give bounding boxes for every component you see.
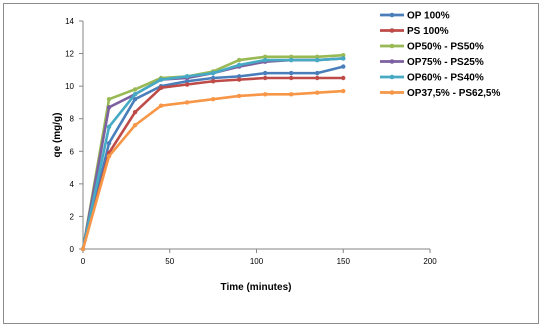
data-point: [184, 100, 190, 105]
data-point: [210, 96, 216, 102]
y-tick-label: 6: [70, 147, 75, 156]
y-axis-title: qe (mg/g): [52, 113, 63, 158]
data-point: [262, 54, 268, 60]
legend-label: OP50% - PS50%: [407, 42, 484, 53]
data-point: [132, 92, 138, 97]
legend-label: OP75% - PS25%: [407, 57, 484, 68]
data-point: [210, 75, 216, 81]
data-point: [315, 54, 320, 60]
data-point: [262, 57, 268, 63]
x-tick-label: 150: [337, 257, 351, 266]
data-point: [341, 88, 346, 94]
data-point: [315, 57, 320, 63]
y-tick-label: 10: [65, 82, 74, 91]
series-layer: [80, 53, 346, 252]
legend: OP 100% PS 100% OP50% - PS50% OP75% - PS25%…: [380, 11, 500, 99]
data-point: [132, 110, 138, 115]
data-point: [315, 70, 320, 76]
legend-item: OP 100%: [380, 11, 450, 22]
legend-marker: [389, 90, 395, 95]
data-point: [236, 74, 242, 79]
legend-item: OP75% - PS25%: [380, 57, 484, 68]
x-tick-label: 200: [423, 257, 437, 266]
legend-marker: [389, 59, 395, 64]
legend-marker: [389, 28, 395, 33]
data-point: [132, 96, 138, 102]
data-point: [106, 105, 112, 110]
y-tick-label: 8: [70, 115, 75, 124]
x-tick-label: 50: [165, 257, 174, 266]
y-tick-label: 0: [70, 245, 75, 254]
series-line: [81, 89, 344, 250]
data-point: [236, 77, 242, 82]
series-line: [81, 57, 344, 250]
data-point: [289, 54, 294, 60]
data-point: [158, 103, 164, 108]
data-point: [289, 57, 294, 63]
data-point: [106, 124, 112, 130]
x-tick-label: 100: [250, 257, 264, 266]
data-point: [132, 123, 138, 128]
legend-item: PS 100%: [380, 26, 449, 37]
y-tick-label: 4: [70, 180, 75, 189]
data-point: [236, 93, 242, 99]
axes: 0 50 100 150 200 0 2 4 6 8 10 12 14: [65, 17, 437, 266]
data-point: [262, 92, 268, 97]
series-line: [81, 57, 344, 250]
legend-item: OP60% - PS40%: [380, 73, 484, 84]
x-tick-label: 0: [81, 257, 86, 266]
data-point: [262, 70, 268, 76]
series-1: [80, 64, 346, 252]
data-point: [341, 75, 346, 81]
series-4: [80, 56, 346, 252]
data-point: [184, 82, 190, 87]
data-point: [106, 153, 112, 159]
data-point: [236, 57, 242, 63]
data-point: [262, 75, 268, 81]
y-tick-label: 12: [65, 50, 74, 59]
series-6: [80, 88, 346, 252]
legend-item: OP50% - PS50%: [380, 42, 484, 53]
data-point: [158, 77, 164, 82]
data-point: [236, 62, 242, 68]
data-point: [341, 64, 346, 69]
data-point: [210, 70, 216, 76]
legend-label: OP37,5% - PS62,5%: [407, 88, 500, 99]
data-point: [289, 75, 294, 81]
data-point: [106, 96, 112, 102]
data-point: [315, 90, 320, 95]
y-tick-label: 14: [65, 17, 74, 26]
series-line: [81, 53, 344, 250]
data-point: [80, 246, 86, 252]
legend-label: OP60% - PS40%: [407, 73, 484, 84]
data-point: [184, 79, 190, 84]
legend-item: OP37,5% - PS62,5%: [380, 88, 500, 99]
data-point: [132, 87, 138, 92]
x-axis-title: Time (minutes): [221, 282, 292, 293]
series-line: [81, 76, 344, 250]
legend-marker: [389, 43, 395, 49]
data-point: [341, 56, 346, 61]
data-point: [210, 79, 216, 84]
data-point: [341, 53, 346, 58]
data-point: [315, 75, 320, 81]
data-point: [158, 85, 164, 90]
data-point: [184, 74, 190, 79]
data-point: [289, 70, 294, 76]
series-5: [80, 56, 346, 252]
legend-marker: [389, 74, 395, 80]
legend-label: OP 100%: [407, 11, 450, 22]
y-tick-label: 2: [70, 212, 75, 221]
data-point: [289, 92, 294, 97]
legend-label: PS 100%: [407, 26, 449, 37]
data-point: [106, 140, 112, 146]
legend-marker: [389, 12, 395, 18]
